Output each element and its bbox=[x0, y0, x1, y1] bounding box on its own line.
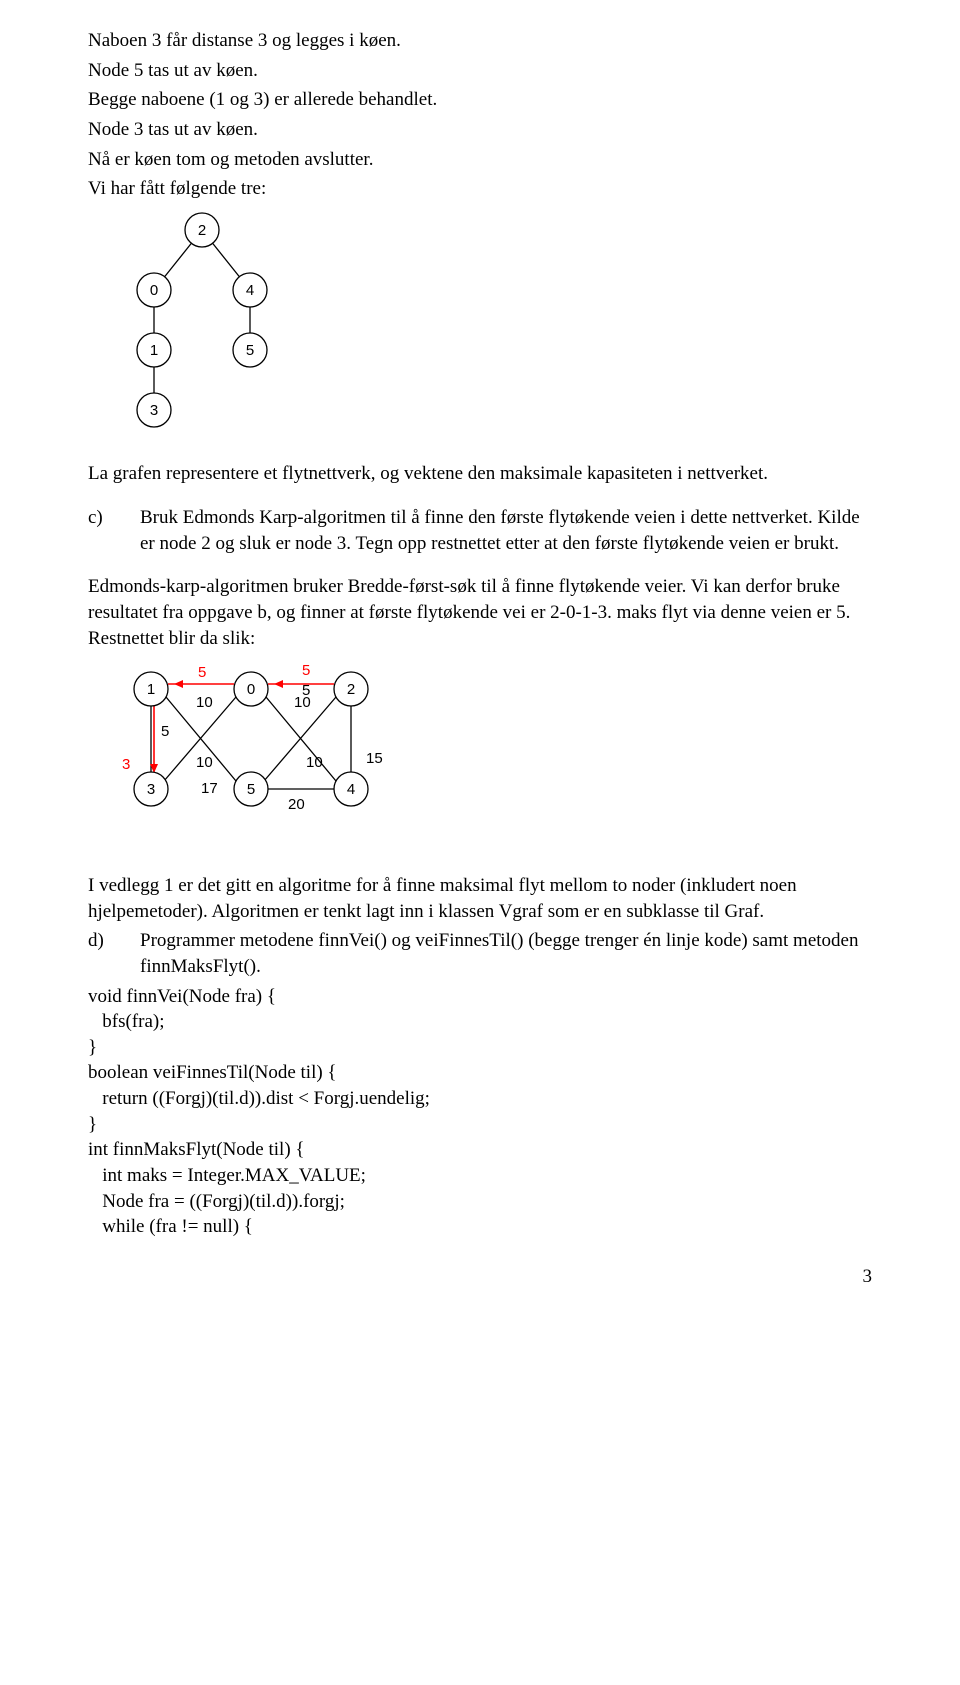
code-line-2: bfs(fra); bbox=[88, 1009, 872, 1035]
intro-line-4: Node 3 tas ut av køen. bbox=[88, 117, 872, 143]
code-line-10: while (fra != null) { bbox=[88, 1214, 872, 1240]
item-c: c)Bruk Edmonds Karp-algoritmen til å fin… bbox=[88, 505, 872, 556]
vedlegg-text: I vedlegg 1 er det gitt en algoritme for… bbox=[88, 873, 872, 924]
svg-text:5: 5 bbox=[302, 662, 310, 679]
item-c-text: Bruk Edmonds Karp-algoritmen til å finne… bbox=[140, 507, 860, 554]
code-line-9: Node fra = ((Forgj)(til.d)).forgj; bbox=[88, 1189, 872, 1215]
tree-diagram: 2 0 4 1 5 3 bbox=[122, 210, 872, 448]
intro-line-5: Nå er køen tom og metoden avslutter. bbox=[88, 147, 872, 173]
code-line-4: boolean veiFinnesTil(Node til) { bbox=[88, 1060, 872, 1086]
intro-line-1: Naboen 3 får distanse 3 og legges i køen… bbox=[88, 28, 872, 54]
svg-text:3: 3 bbox=[147, 781, 155, 798]
item-c-label: c) bbox=[88, 505, 140, 531]
svg-text:10: 10 bbox=[306, 754, 323, 771]
intro-line-3: Begge naboene (1 og 3) er allerede behan… bbox=[88, 87, 872, 113]
svg-text:20: 20 bbox=[288, 796, 305, 813]
svg-text:1: 1 bbox=[147, 681, 155, 698]
svg-text:1: 1 bbox=[150, 342, 158, 359]
svg-text:2: 2 bbox=[347, 681, 355, 698]
svg-text:10: 10 bbox=[196, 694, 213, 711]
code-line-7: int finnMaksFlyt(Node til) { bbox=[88, 1137, 872, 1163]
svg-text:0: 0 bbox=[247, 681, 255, 698]
svg-text:17: 17 bbox=[201, 780, 218, 797]
svg-text:5: 5 bbox=[198, 664, 206, 681]
svg-text:15: 15 bbox=[366, 750, 383, 767]
item-d: d)Programmer metodene finnVei() og veiFi… bbox=[88, 928, 872, 979]
svg-text:2: 2 bbox=[198, 222, 206, 239]
svg-text:5: 5 bbox=[246, 342, 254, 359]
code-line-6: } bbox=[88, 1112, 872, 1138]
svg-text:4: 4 bbox=[347, 781, 355, 798]
svg-text:5: 5 bbox=[161, 723, 169, 740]
residual-graph: 1023545551010531010151720 bbox=[106, 659, 872, 837]
code-line-5: return ((Forgj)(til.d)).dist < Forgj.uen… bbox=[88, 1086, 872, 1112]
after-tree-text: La grafen representere et flytnettverk, … bbox=[88, 461, 872, 487]
code-line-3: } bbox=[88, 1035, 872, 1061]
svg-text:5: 5 bbox=[247, 781, 255, 798]
item-d-text: Programmer metodene finnVei() og veiFinn… bbox=[140, 930, 858, 977]
page-number: 3 bbox=[88, 1264, 872, 1290]
svg-text:4: 4 bbox=[246, 282, 254, 299]
svg-text:10: 10 bbox=[294, 694, 311, 711]
item-d-label: d) bbox=[88, 928, 140, 954]
intro-line-6: Vi har fått følgende tre: bbox=[88, 176, 872, 202]
svg-text:3: 3 bbox=[150, 402, 158, 419]
svg-text:0: 0 bbox=[150, 282, 158, 299]
code-line-8: int maks = Integer.MAX_VALUE; bbox=[88, 1163, 872, 1189]
svg-text:3: 3 bbox=[122, 756, 130, 773]
intro-line-2: Node 5 tas ut av køen. bbox=[88, 58, 872, 84]
svg-text:10: 10 bbox=[196, 754, 213, 771]
ek-text: Edmonds-karp-algoritmen bruker Bredde-fø… bbox=[88, 574, 872, 651]
code-line-1: void finnVei(Node fra) { bbox=[88, 984, 872, 1010]
